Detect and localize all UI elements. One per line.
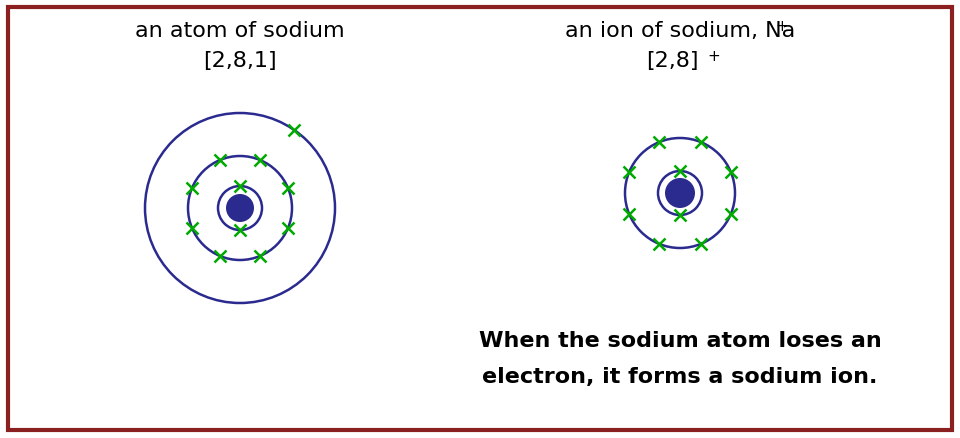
Text: electron, it forms a sodium ion.: electron, it forms a sodium ion.	[482, 366, 877, 386]
Circle shape	[665, 179, 695, 208]
Text: When the sodium atom loses an: When the sodium atom loses an	[479, 330, 881, 350]
Text: +: +	[707, 49, 720, 64]
Circle shape	[226, 194, 254, 223]
Text: [2,8,1]: [2,8,1]	[204, 51, 276, 71]
Text: an ion of sodium, Na: an ion of sodium, Na	[564, 21, 795, 41]
Text: +: +	[775, 19, 788, 34]
Text: an atom of sodium: an atom of sodium	[135, 21, 345, 41]
Text: [2,8]: [2,8]	[646, 51, 698, 71]
